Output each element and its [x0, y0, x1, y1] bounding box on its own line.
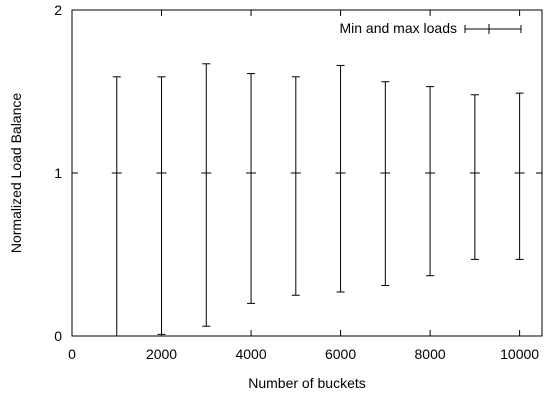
error-bars	[111, 63, 525, 337]
x-tick-label: 2000	[146, 346, 177, 362]
error-bar	[335, 64, 346, 293]
y-axis-label: Normalized Load Balance	[8, 93, 24, 254]
error-bar	[514, 92, 525, 260]
error-bar	[425, 86, 436, 277]
plot-frame	[71, 9, 543, 337]
y-tick-label: 2	[54, 2, 62, 18]
legend-marker	[464, 24, 522, 34]
error-bar	[290, 76, 301, 296]
x-tick-label: 6000	[325, 346, 356, 362]
legend-label: Min and max loads	[339, 20, 457, 36]
x-axis-label: Number of buckets	[248, 375, 366, 391]
error-bar	[111, 76, 122, 337]
legend: Min and max loads	[339, 20, 522, 36]
x-tick-label: 4000	[235, 346, 266, 362]
error-bar	[380, 81, 391, 286]
error-bar	[156, 76, 167, 335]
x-tick-label: 0	[68, 346, 76, 362]
y-tick-label: 1	[54, 165, 62, 181]
tick-labels: 0 2000 4000 6000 8000 10000 0 1 2	[54, 2, 539, 362]
x-tick-label: 10000	[500, 346, 539, 362]
error-bar	[246, 73, 257, 304]
error-bar	[201, 63, 212, 327]
y-tick-label: 0	[54, 328, 62, 344]
x-tick-label: 8000	[415, 346, 446, 362]
error-bar	[469, 94, 480, 260]
